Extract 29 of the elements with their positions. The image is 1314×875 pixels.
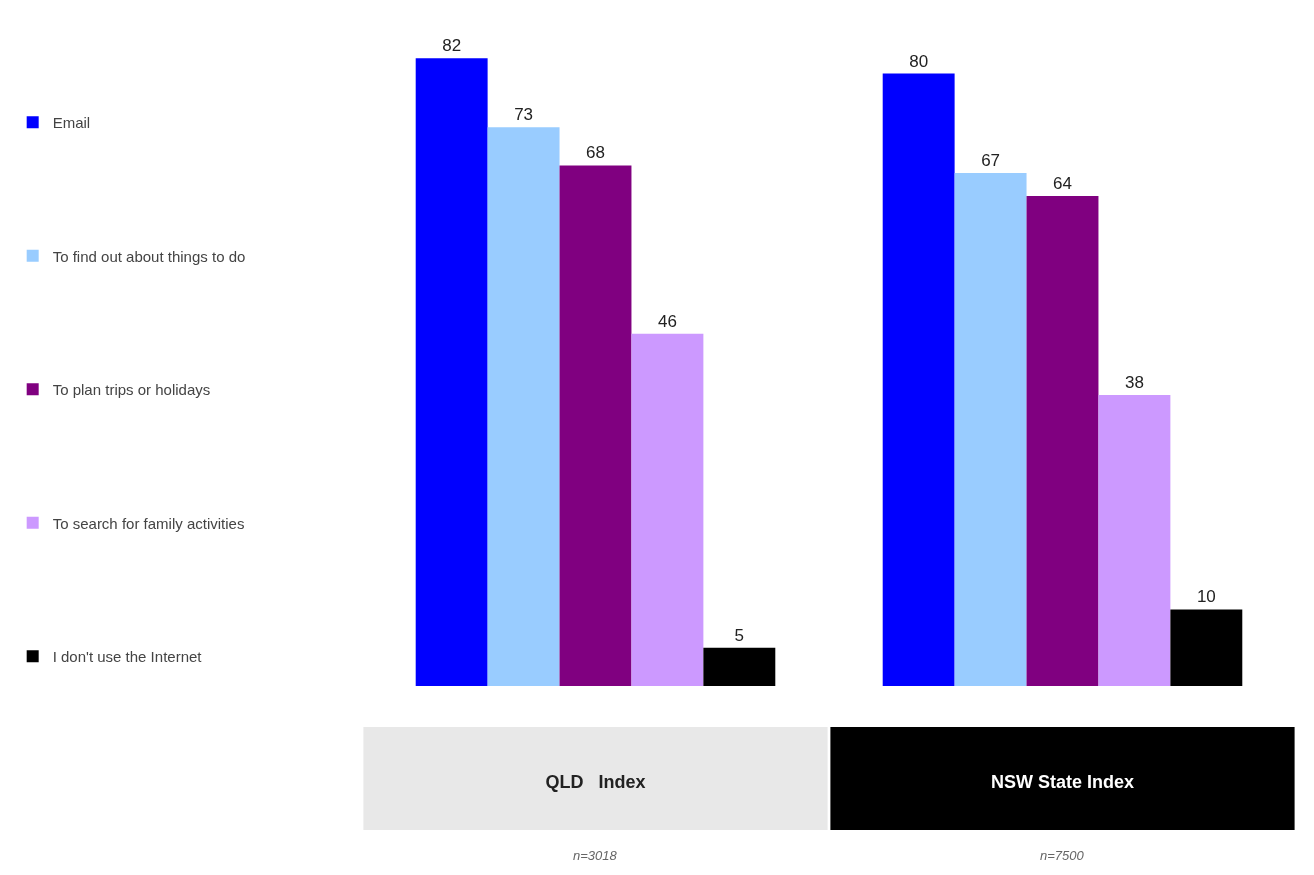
legend-label: I don't use the Internet [52,648,203,666]
legend-label: Email [52,114,91,132]
data-label: 10 [1196,587,1216,607]
data-label: 67 [981,151,1001,171]
text: n=7500 [1040,848,1085,863]
data-label: 80 [909,51,929,71]
bar [703,647,776,686]
text: n=3018 [573,848,618,863]
x-tick-label: NSW State Index [990,772,1135,792]
bar [954,173,1027,686]
data-label: 46 [657,311,677,331]
legend-label: To find out about things to do [52,247,246,265]
data-label: 5 [734,625,745,645]
bar [415,58,488,686]
x-tick-label: QLD Index [545,772,646,792]
data-label: 64 [1053,174,1072,194]
bar [631,333,704,686]
legend-label: To search for family activities [52,514,245,532]
legend-label: To plan trips or holidays [52,381,211,399]
bar [487,127,560,686]
bar [1098,395,1171,686]
bar [882,73,955,686]
data-label: 82 [442,36,462,56]
bar [559,165,632,686]
data-label: 38 [1124,373,1144,393]
bar [1026,196,1099,686]
data-label: 68 [586,143,605,163]
data-label: 73 [514,105,534,125]
bar [1170,609,1243,686]
